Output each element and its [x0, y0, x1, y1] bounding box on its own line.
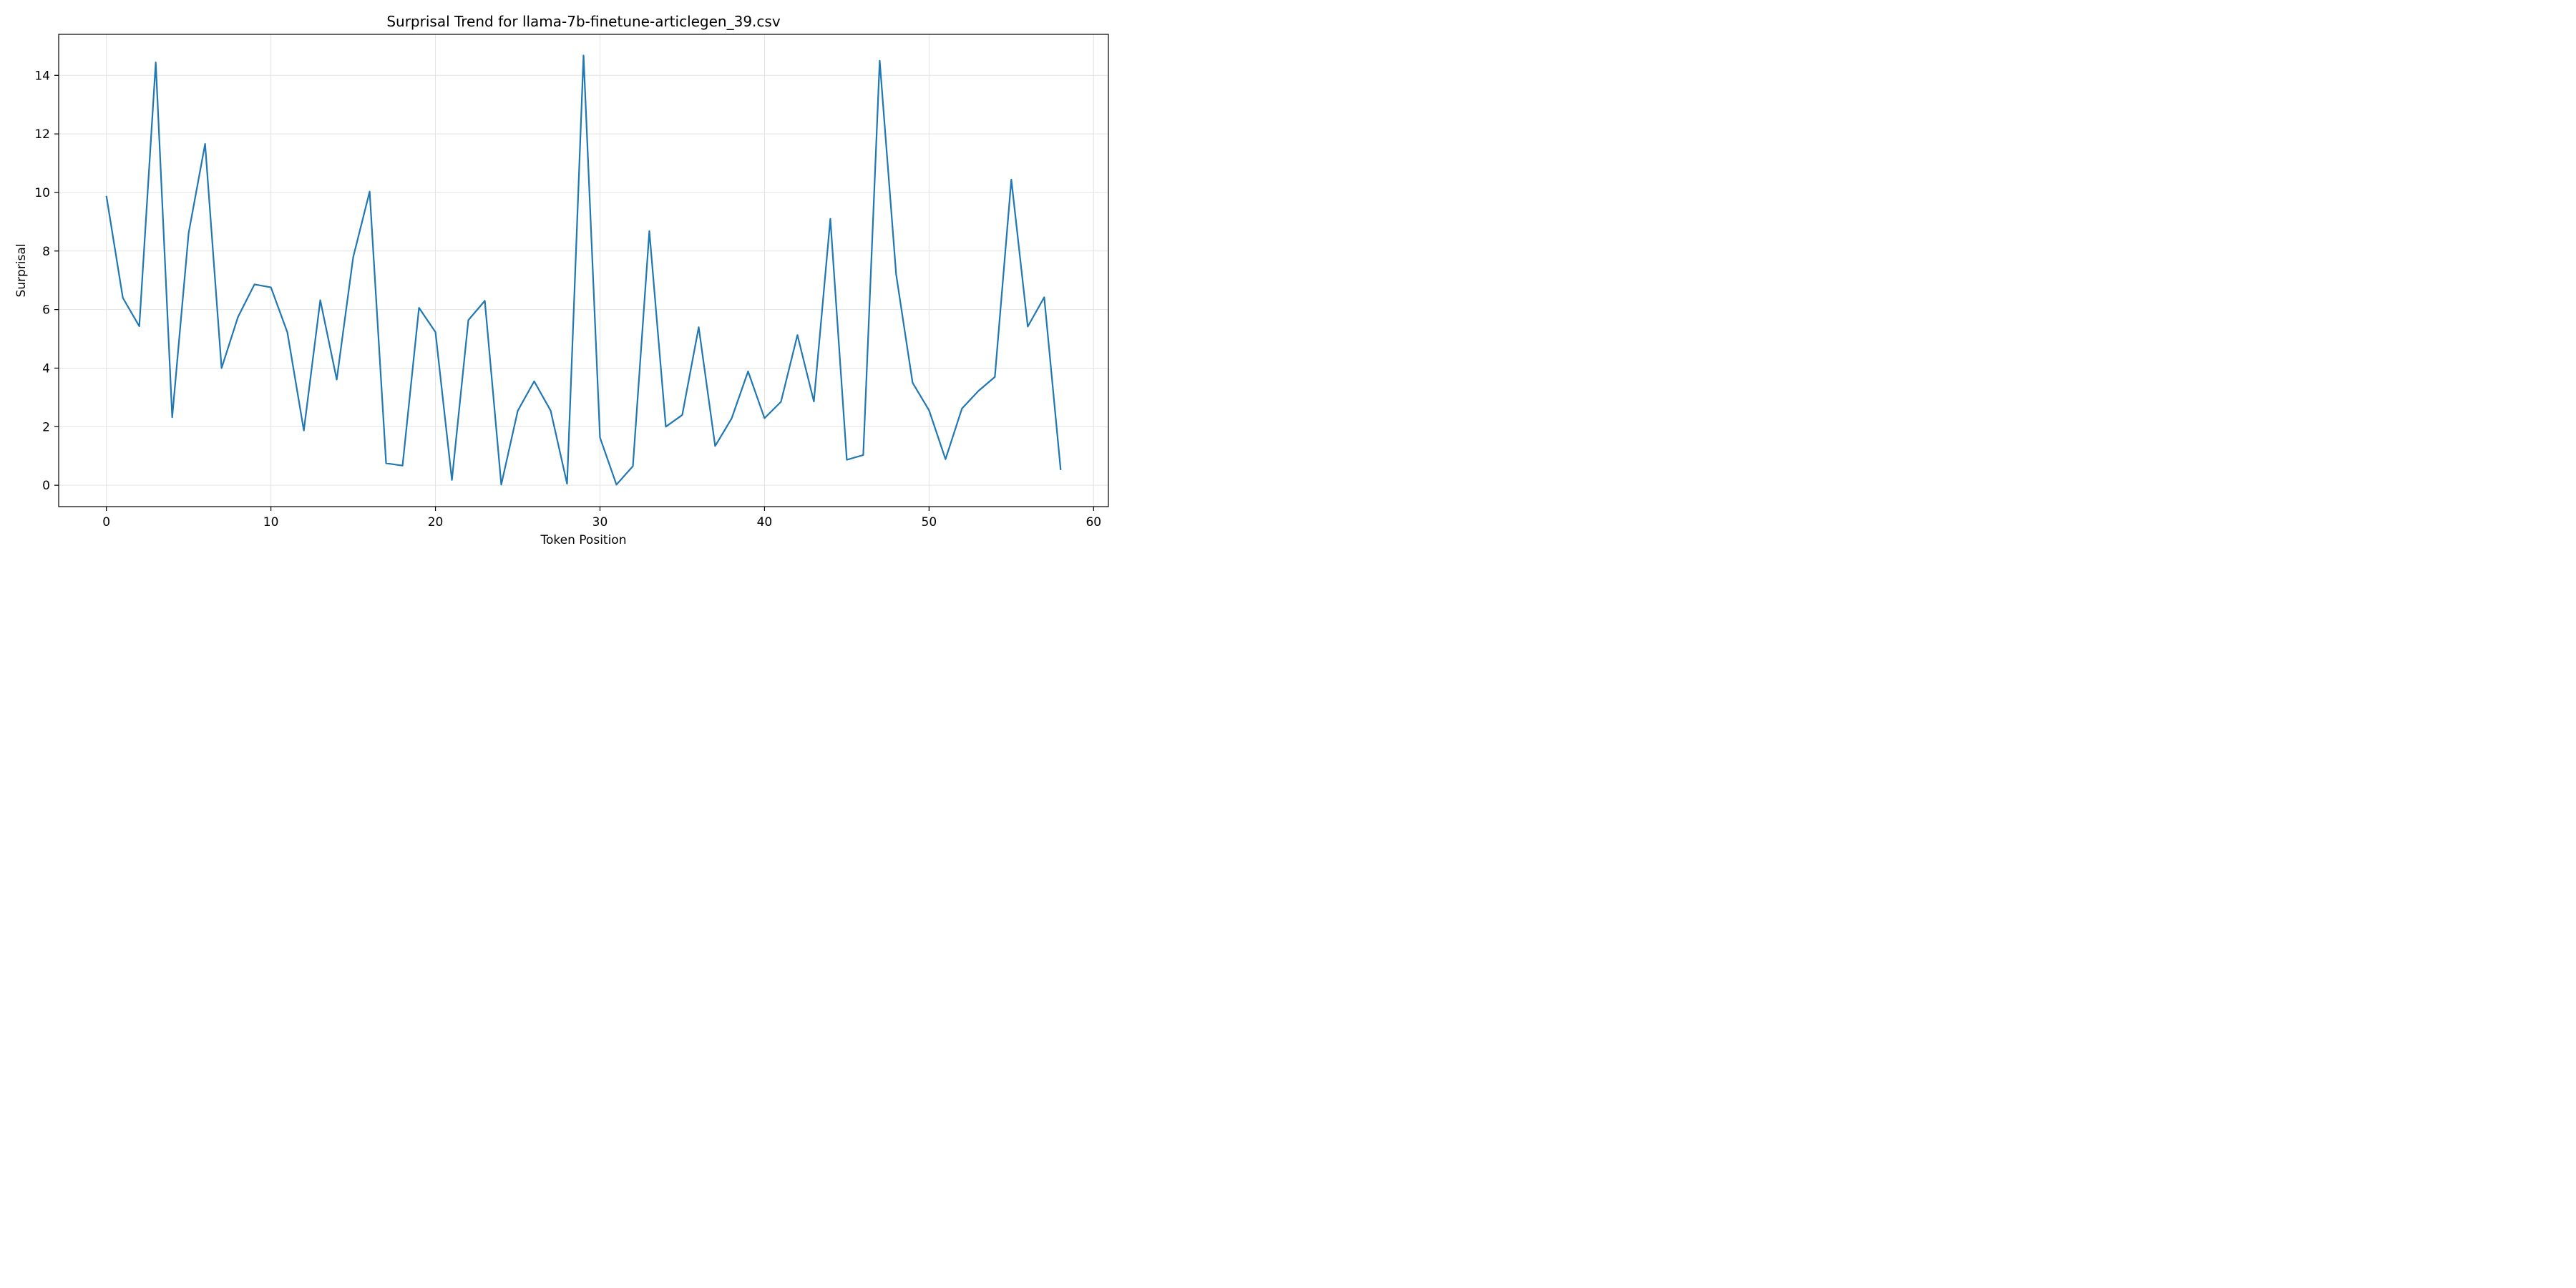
y-tick-label: 12 [34, 127, 50, 142]
x-tick-label: 30 [592, 515, 608, 530]
axis-ticks: 0 10 20 30 40 50 60 0 2 4 6 8 10 12 14 [34, 69, 1101, 530]
y-tick-label: 10 [34, 186, 50, 200]
surprisal-line-chart: 0 10 20 30 40 50 60 0 2 4 6 8 10 12 14 Surprisal Trend… [0, 0, 1122, 561]
y-axis-label: Surprisal [14, 243, 29, 297]
x-tick-label: 10 [263, 515, 279, 530]
y-tick-label: 6 [42, 303, 50, 318]
figure-background [0, 0, 1122, 561]
grid [59, 34, 1108, 507]
y-tick-label: 4 [42, 361, 50, 376]
x-tick-label: 20 [428, 515, 444, 530]
y-tick-label: 14 [34, 69, 50, 83]
x-tick-label: 50 [922, 515, 937, 530]
x-tick-label: 40 [757, 515, 773, 530]
x-axis-label: Token Position [540, 533, 627, 547]
y-tick-label: 2 [42, 420, 50, 434]
chart-title: Surprisal Trend for llama-7b-finetune-ar… [386, 13, 780, 30]
x-tick-label: 60 [1085, 515, 1101, 530]
series-layer [105, 54, 1062, 486]
y-tick-label: 0 [42, 479, 50, 493]
surprisal-series-line [105, 54, 1062, 486]
y-tick-label: 8 [42, 245, 50, 259]
plot-area-frame [58, 34, 1109, 507]
x-tick-label: 0 [102, 515, 110, 530]
